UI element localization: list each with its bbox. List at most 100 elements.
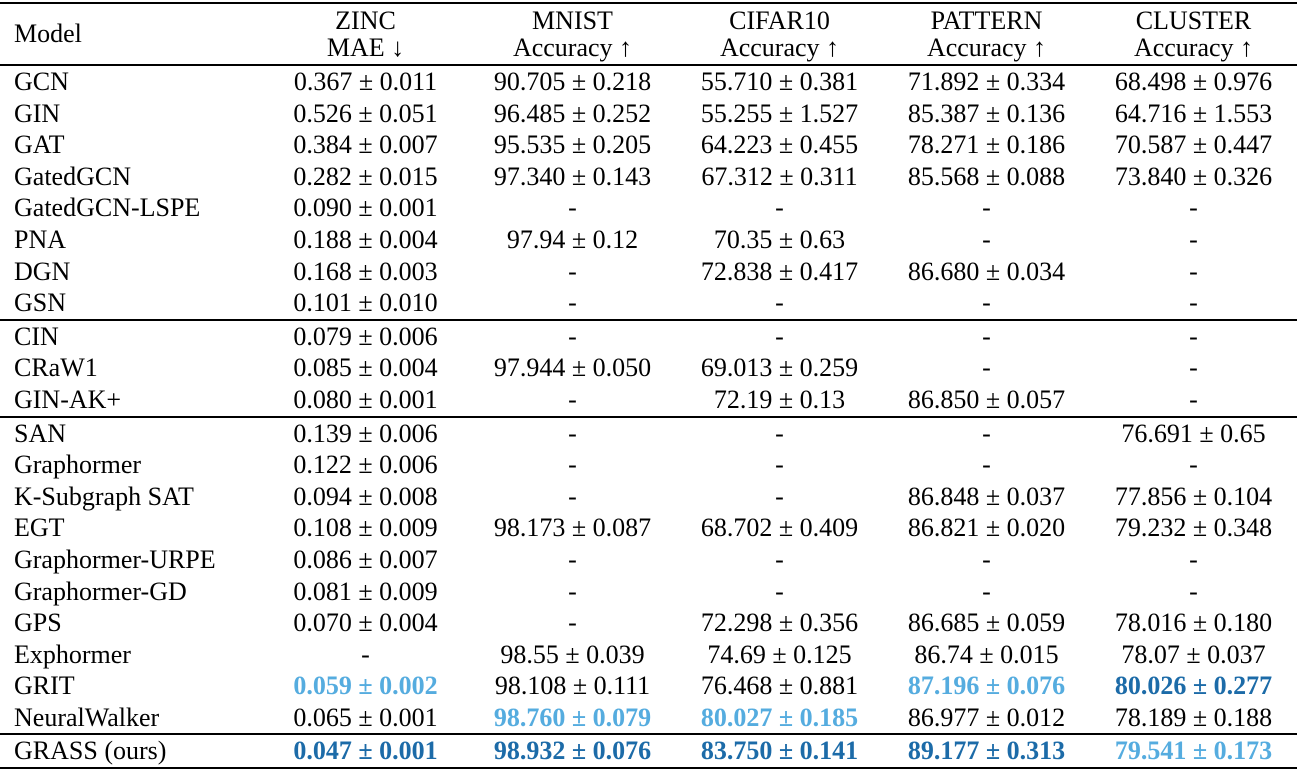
model-name-cell: GRIT: [14, 671, 75, 701]
cell-pattern: 85.387 ± 0.136: [907, 98, 1066, 128]
cell-mnist: -: [568, 608, 577, 638]
cell-cluster: 76.691 ± 0.65: [1090, 415, 1297, 450]
cell-mnist: 98.108 ± 0.111: [494, 671, 651, 701]
cell-cifar10: -: [676, 415, 883, 450]
cell-zinc: 0.079 ± 0.006: [262, 318, 469, 353]
cell-zinc: 0.070 ± 0.004: [293, 608, 438, 638]
cell-pattern: -: [982, 450, 991, 480]
column-header-model: Model: [0, 2, 262, 66]
model-name-cell: Exphormer: [14, 639, 131, 669]
cell-cluster: -: [1189, 256, 1198, 286]
cell-mnist: 97.340 ± 0.143: [493, 161, 652, 191]
table-row: GRASS (ours) 0.047 ± 0.001 98.932 ± 0.076 8…: [0, 733, 1297, 770]
cell-cluster: 68.498 ± 0.976: [1090, 64, 1297, 98]
cell-mnist: 97.944 ± 0.050: [493, 353, 652, 383]
cell-cifar10: -: [775, 450, 784, 480]
table-row: CIN 0.079 ± 0.006- - - -: [0, 318, 1297, 353]
cell-mnist: 98.932 ± 0.076: [469, 733, 676, 770]
table-row: DGN 0.168 ± 0.003 - 72.838 ± 0.417 86.680 ± …: [0, 256, 1297, 288]
cell-zinc: 0.168 ± 0.003: [293, 256, 438, 286]
dataset-name: PATTERN: [930, 6, 1043, 35]
cell-cluster: -: [1189, 576, 1198, 606]
dataset-name: ZINC: [335, 6, 396, 35]
table-row: Graphormer 0.122 ± 0.006 - - - -: [0, 449, 1297, 481]
cell-zinc: 0.047 ± 0.001: [262, 733, 469, 770]
row-group: SAN 0.139 ± 0.006- - -76.691 ± 0.65 Graphorm…: [0, 415, 1297, 735]
cell-cluster: -: [1189, 450, 1198, 480]
table-row: GatedGCN-LSPE 0.090 ± 0.001 - - - -: [0, 192, 1297, 224]
cell-cifar10: 69.013 ± 0.259: [700, 353, 859, 383]
cell-zinc: 0.059 ± 0.002: [293, 671, 438, 701]
cell-mnist: 95.535 ± 0.205: [493, 130, 652, 160]
cell-zinc: 0.526 ± 0.051: [293, 98, 438, 128]
cell-cifar10: 64.223 ± 0.455: [700, 130, 859, 160]
cell-cluster: 79.232 ± 0.348: [1114, 513, 1273, 543]
cell-cluster: 80.026 ± 0.277: [1114, 671, 1273, 701]
cell-cifar10: -: [775, 576, 784, 606]
cell-pattern: 78.271 ± 0.186: [907, 130, 1066, 160]
cell-zinc: 0.081 ± 0.009: [293, 576, 438, 606]
cell-cluster: 78.016 ± 0.180: [1114, 608, 1273, 638]
metric-label: Accuracy ↑: [1133, 33, 1254, 62]
cell-zinc: 0.094 ± 0.008: [293, 481, 438, 511]
cell-zinc: 0.101 ± 0.010: [293, 288, 438, 318]
cell-pattern: 89.177 ± 0.313: [883, 733, 1090, 770]
cell-mnist: 96.485 ± 0.252: [493, 98, 652, 128]
cell-pattern: -: [982, 288, 991, 318]
dataset-name: MNIST: [532, 6, 613, 35]
cell-zinc: 0.108 ± 0.009: [293, 513, 438, 543]
model-name-cell: GIN-AK+: [14, 384, 122, 414]
cell-cluster: -: [1189, 544, 1198, 574]
cell-mnist: -: [469, 318, 676, 353]
cell-cluster: -: [1090, 318, 1297, 353]
model-name-cell: GPS: [14, 608, 62, 638]
table-row: NeuralWalker 0.065 ± 0.001 98.760 ± 0.079 8…: [0, 702, 1297, 735]
model-name-cell: GatedGCN-LSPE: [14, 193, 201, 223]
cell-zinc: 0.090 ± 0.001: [293, 193, 438, 223]
metric-label: Accuracy ↑: [512, 33, 633, 62]
cell-cluster: 79.541 ± 0.173: [1090, 733, 1297, 770]
row-group: GRASS (ours) 0.047 ± 0.001 98.932 ± 0.076 8…: [0, 733, 1297, 770]
cell-cifar10: 83.750 ± 0.141: [676, 733, 883, 770]
dataset-name: CLUSTER: [1135, 6, 1252, 35]
column-header-cifar10: CIFAR10 Accuracy ↑: [676, 2, 883, 66]
cell-zinc: 0.080 ± 0.001: [293, 384, 438, 414]
cell-cifar10: -: [676, 318, 883, 353]
cell-cifar10: 70.35 ± 0.63: [713, 224, 846, 254]
cell-mnist: -: [469, 415, 676, 450]
cell-cluster: -: [1189, 288, 1198, 318]
cell-pattern: 86.821 ± 0.020: [907, 513, 1066, 543]
cell-pattern: 86.977 ± 0.012: [907, 702, 1066, 732]
table-row: PNA 0.188 ± 0.004 97.94 ± 0.12 70.35 ± 0.63…: [0, 224, 1297, 256]
cell-cluster: -: [1189, 353, 1198, 383]
cell-zinc: 0.188 ± 0.004: [293, 224, 438, 254]
cell-cluster: -: [1189, 224, 1198, 254]
metric-label: Accuracy ↑: [926, 33, 1047, 62]
dataset-name: CIFAR10: [729, 6, 830, 35]
cell-cifar10: 72.298 ± 0.356: [700, 608, 859, 638]
model-name-cell: GAT: [14, 130, 65, 160]
cell-pattern: -: [982, 353, 991, 383]
model-name-cell: Graphormer: [14, 450, 142, 480]
model-name-cell: GCN: [0, 64, 262, 98]
cell-cluster: -: [1189, 384, 1198, 414]
cell-cifar10: 72.19 ± 0.13: [713, 384, 846, 414]
cell-mnist: 98.55 ± 0.039: [500, 639, 645, 669]
cell-zinc: 0.065 ± 0.001: [293, 702, 438, 732]
cell-pattern: -: [982, 544, 991, 574]
table-row: GPS 0.070 ± 0.004 - 72.298 ± 0.356 86.685 ± …: [0, 607, 1297, 639]
cell-mnist: -: [568, 481, 577, 511]
column-header-pattern: PATTERN Accuracy ↑: [883, 2, 1090, 66]
cell-zinc: 0.384 ± 0.007: [293, 130, 438, 160]
model-name-cell: Graphormer-GD: [14, 576, 187, 606]
cell-cifar10: -: [775, 544, 784, 574]
model-name-cell: CIN: [0, 318, 262, 353]
cell-pattern: -: [982, 576, 991, 606]
cell-cifar10: 68.702 ± 0.409: [700, 513, 859, 543]
table-row: GCN 0.367 ± 0.011 90.705 ± 0.218 55.710 ± 0…: [0, 64, 1297, 98]
cell-mnist: -: [568, 450, 577, 480]
cell-zinc: 0.122 ± 0.006: [293, 450, 438, 480]
cell-cifar10: 76.468 ± 0.881: [700, 671, 859, 701]
cell-cifar10: -: [775, 288, 784, 318]
model-name-cell: NeuralWalker: [14, 702, 160, 732]
